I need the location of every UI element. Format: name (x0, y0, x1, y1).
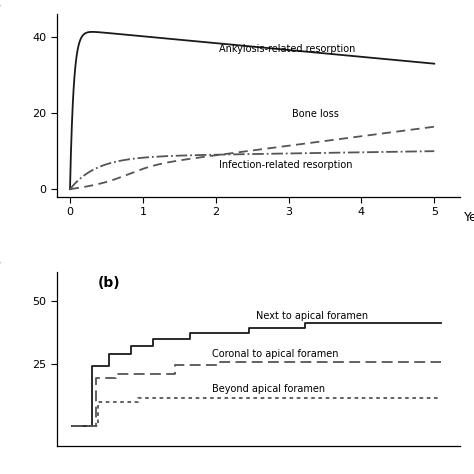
Text: Bone loss: Bone loss (292, 109, 339, 119)
Text: Ankylosis-related resorption: Ankylosis-related resorption (219, 44, 356, 54)
Text: Coronal to apical foramen: Coronal to apical foramen (212, 349, 338, 359)
Text: Next to apical foramen: Next to apical foramen (256, 311, 369, 321)
Text: (b): (b) (98, 275, 120, 290)
Text: Beyond apical foramen: Beyond apical foramen (212, 384, 325, 394)
Text: Years: Years (464, 211, 474, 224)
Text: Infection-related resorption: Infection-related resorption (219, 160, 353, 170)
